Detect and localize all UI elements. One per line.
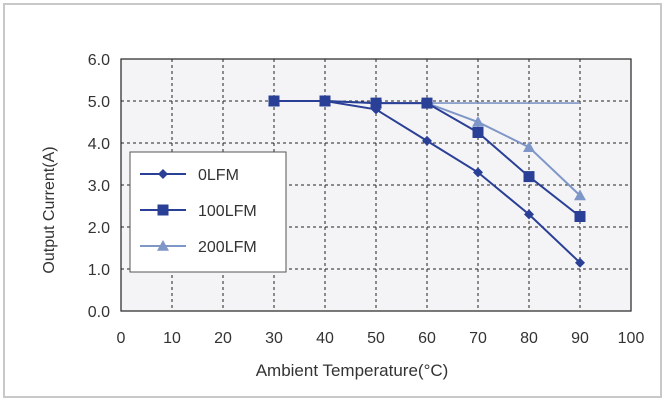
- x-tick-label: 20: [214, 330, 232, 347]
- data-point-200lfm: [472, 116, 484, 127]
- y-tick-label: 3.0: [88, 178, 110, 195]
- series-layer: [268, 95, 586, 268]
- data-point-200lfm: [523, 141, 535, 152]
- data-point-0lfm: [269, 96, 279, 106]
- y-tick-label: 0.0: [88, 304, 110, 321]
- data-point-0lfm: [422, 135, 432, 146]
- legend-label-100lfm: 100LFM: [198, 203, 257, 220]
- y-tick-label: 2.0: [88, 220, 110, 237]
- x-tick-label: 40: [316, 330, 334, 347]
- data-point-100lfm: [574, 211, 586, 222]
- x-axis-label: Ambient Temperature(°C): [256, 361, 449, 380]
- x-tick-label: 70: [469, 330, 487, 347]
- y-tick-labels: 0.0 1.0 2.0 3.0 4.0 5.0 6.0: [88, 52, 110, 321]
- x-tick-label: 80: [520, 330, 538, 347]
- legend: 0LFM 100LFM 200LFM: [129, 151, 287, 273]
- data-point-0lfm: [575, 257, 585, 268]
- y-tick-label: 4.0: [88, 136, 110, 153]
- data-point-100lfm: [523, 171, 535, 183]
- legend-marker-0lfm: [158, 169, 168, 179]
- data-point-0lfm: [320, 96, 330, 106]
- data-point-100lfm: [370, 97, 382, 109]
- data-point-0lfm: [524, 209, 534, 220]
- x-tick-label: 10: [163, 330, 181, 347]
- data-point-0lfm: [371, 104, 381, 115]
- legend-marker-100lfm: [157, 204, 169, 216]
- legend-label-200lfm: 200LFM: [198, 239, 257, 256]
- data-point-100lfm: [472, 127, 484, 138]
- x-tick-label: 50: [367, 330, 385, 347]
- x-tick-label: 0: [117, 330, 126, 347]
- y-axis-label: Output Current(A): [41, 146, 58, 273]
- x-tick-label: 90: [571, 330, 589, 347]
- data-point-200lfm: [574, 189, 586, 201]
- data-point-0lfm: [473, 167, 483, 178]
- y-tick-label: 6.0: [88, 52, 110, 69]
- y-tick-label: 5.0: [88, 94, 110, 111]
- legend-label-0lfm: 0LFM: [198, 167, 239, 184]
- x-tick-label: 100: [618, 330, 645, 347]
- x-tick-label: 30: [265, 330, 283, 347]
- legend-marker-200lfm: [157, 240, 169, 251]
- legend-box: [129, 151, 287, 273]
- x-tick-labels: 0 10 20 30 40 50 60 70 80 90 100: [117, 330, 645, 347]
- y-tick-label: 1.0: [88, 262, 110, 279]
- x-tick-label: 60: [418, 330, 436, 347]
- data-point-100lfm: [421, 97, 433, 109]
